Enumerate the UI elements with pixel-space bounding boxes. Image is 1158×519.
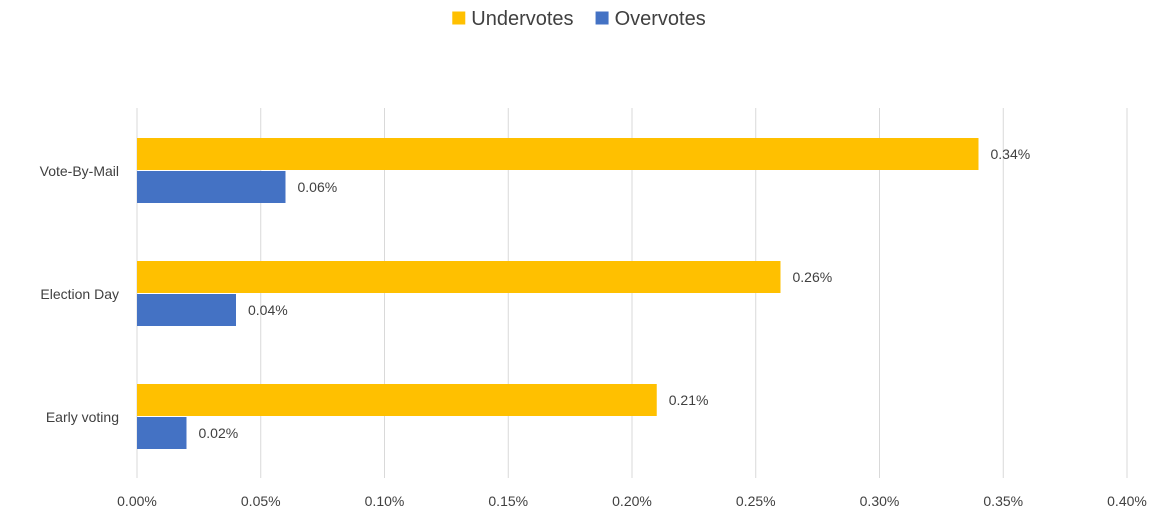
data-label: 0.34% (991, 146, 1031, 162)
data-label: 0.04% (248, 302, 288, 318)
legend-swatch-overvotes (595, 11, 609, 25)
category-label: Vote-By-Mail (40, 163, 119, 179)
category-label: Election Day (40, 286, 119, 302)
bar-undervotes (137, 384, 657, 416)
x-tick-label: 0.10% (365, 493, 405, 509)
legend-swatch-undervotes (452, 11, 466, 25)
data-label: 0.06% (298, 179, 338, 195)
x-tick-label: 0.00% (117, 493, 157, 509)
bar-overvotes (137, 417, 187, 449)
x-tick-label: 0.40% (1107, 493, 1147, 509)
bar-undervotes (137, 261, 781, 293)
legend-label: Undervotes (471, 8, 573, 30)
x-tick-label: 0.15% (488, 493, 528, 509)
category-label: Early voting (46, 409, 119, 425)
bar-overvotes (137, 294, 236, 326)
x-tick-label: 0.25% (736, 493, 776, 509)
legend-label: Overvotes (615, 8, 706, 30)
data-label: 0.02% (199, 425, 239, 441)
x-tick-label: 0.20% (612, 493, 652, 509)
x-tick-label: 0.30% (860, 493, 900, 509)
bar-undervotes (137, 138, 979, 170)
data-label: 0.21% (669, 392, 709, 408)
bar-overvotes (137, 171, 286, 203)
x-tick-label: 0.35% (983, 493, 1023, 509)
data-label: 0.26% (793, 269, 833, 285)
x-tick-label: 0.05% (241, 493, 281, 509)
